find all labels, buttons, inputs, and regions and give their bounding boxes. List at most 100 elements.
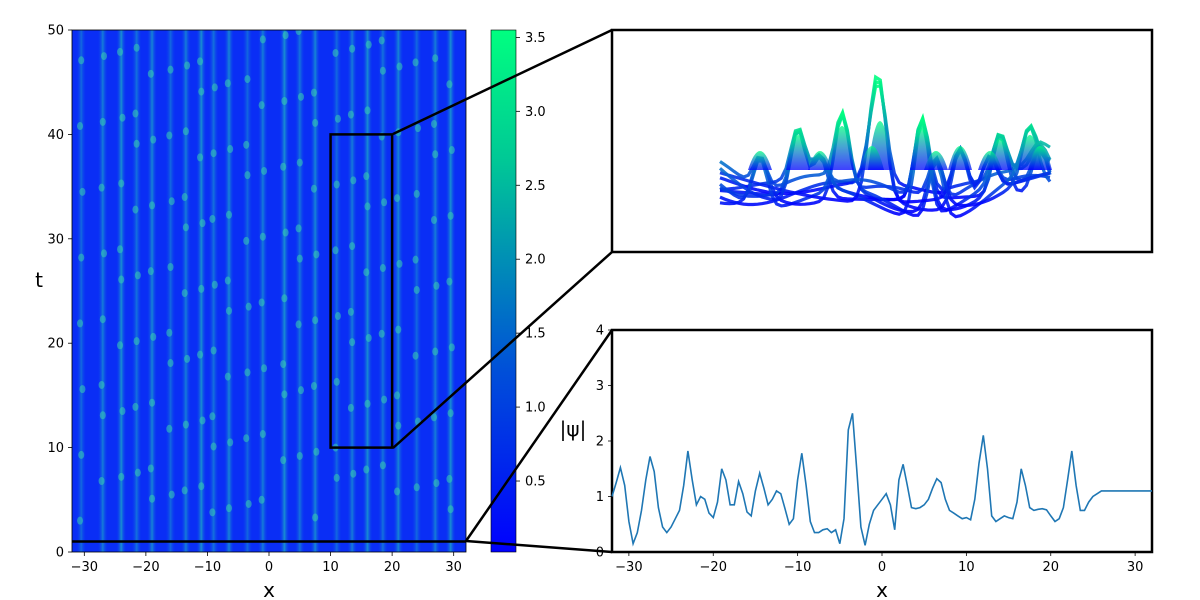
- heatmap-blob: [119, 407, 126, 416]
- colorbar-tick-label: 0.5: [525, 475, 546, 490]
- surface-panel: [610, 28, 1154, 254]
- heatmap-x-ticks: −30 −20 −10 0 10 20 30: [71, 552, 462, 575]
- heatmap-blob: [168, 197, 175, 206]
- heatmap-blob: [313, 447, 320, 456]
- heatmap-streak: [97, 30, 108, 552]
- heatmap-blob: [181, 193, 188, 202]
- heatmap-blob: [413, 189, 420, 198]
- heatmap-blob: [363, 465, 370, 474]
- heatmap-blob: [296, 158, 303, 167]
- heatmap-streak: [347, 30, 358, 552]
- heatmap-streak: [242, 30, 253, 552]
- surface-plot: [718, 74, 1052, 219]
- heatmap-blob: [447, 211, 454, 220]
- heatmap-blob: [295, 30, 302, 36]
- heatmap-blob: [244, 75, 251, 84]
- heatmap-blob: [78, 56, 85, 65]
- line-y-tick-label: 0: [596, 546, 604, 561]
- heatmap-streak: [165, 30, 176, 552]
- colorbar-tick-label: 2.0: [525, 253, 546, 268]
- line-x-tick-label: 30: [1127, 560, 1144, 575]
- heatmap-blob: [447, 409, 454, 418]
- heatmap-blob: [349, 338, 356, 347]
- heatmap-blob: [350, 469, 357, 478]
- heatmap-blob: [210, 442, 217, 451]
- heatmap-streak: [393, 30, 404, 552]
- heatmap-blob: [349, 44, 356, 53]
- heatmap-blob: [296, 451, 303, 460]
- heatmap-blob: [446, 277, 453, 286]
- heatmap-blob: [281, 96, 288, 105]
- line-y-ticks: 0 1 2 3 4: [596, 324, 612, 561]
- colorbar-tick-label: 3.0: [525, 105, 546, 120]
- heatmap-blob: [224, 79, 231, 88]
- heatmap-blob: [280, 456, 287, 465]
- surface-peak: [830, 126, 854, 170]
- heatmap-blob: [378, 329, 385, 338]
- heatmap-blob: [261, 166, 268, 175]
- heatmap-blob: [210, 149, 217, 158]
- heatmap-blob: [448, 343, 455, 352]
- heatmap-blob: [133, 43, 140, 52]
- heatmap-blob: [199, 416, 206, 425]
- heatmap-streak: [362, 30, 373, 552]
- heatmap-blob: [117, 245, 124, 254]
- surface-peak: [924, 151, 948, 170]
- line-plot-frame: [610, 328, 1154, 554]
- heatmap-blob: [280, 162, 287, 171]
- heatmap-blob: [313, 250, 320, 259]
- heatmap-blob: [198, 482, 205, 491]
- heatmap-blob: [118, 179, 125, 188]
- heatmap-blob: [282, 228, 289, 237]
- heatmap-blob: [295, 224, 302, 233]
- heatmap-blob: [211, 83, 218, 92]
- heatmap-blob: [364, 202, 371, 211]
- heatmap-blob: [432, 54, 439, 63]
- surface-ridge: [719, 107, 1052, 214]
- heatmap-blob: [197, 153, 204, 162]
- heatmap-blob: [258, 495, 265, 504]
- heatmap-blob: [210, 346, 217, 355]
- heatmap-blob: [199, 219, 206, 228]
- line-y-tick-label: 3: [596, 379, 604, 394]
- heatmap-blob: [333, 473, 340, 482]
- heatmap-blob: [297, 92, 304, 101]
- heatmap-blob: [166, 131, 173, 140]
- heatmap-blob: [381, 395, 388, 404]
- heatmap-blob: [363, 268, 370, 277]
- heatmap-blob: [448, 146, 455, 155]
- heatmap-blob: [349, 242, 356, 251]
- heatmap-x-tick-label: 10: [322, 560, 339, 575]
- heatmap-blob: [98, 380, 105, 389]
- heatmap-x-tick-label: 20: [384, 560, 401, 575]
- heatmap-blob: [281, 390, 288, 399]
- line-x-axis-label: x: [876, 578, 888, 600]
- heatmap-blob: [412, 58, 419, 67]
- heatmap-blob: [379, 66, 386, 75]
- heatmap-blob: [333, 180, 340, 189]
- heatmap-blob: [334, 114, 341, 123]
- heatmap-blob: [446, 80, 453, 89]
- line-panel: −30 −20 −10 0 10 20 30 0 1 2 3 4 x |ψ|: [560, 324, 1154, 600]
- heatmap-blob: [167, 359, 174, 368]
- line-x-tick-label: −20: [700, 560, 727, 575]
- colorbar-gradient: [490, 29, 517, 553]
- heatmap-y-tick-label: 0: [56, 546, 64, 561]
- heatmap-blob: [197, 350, 204, 359]
- zoom-rectangle: [329, 133, 394, 449]
- heatmap-blob: [350, 176, 357, 185]
- heatmap-blob: [332, 246, 339, 255]
- heatmap-blob: [245, 499, 252, 508]
- heatmap-blob: [310, 184, 317, 193]
- line-x-tick-label: −30: [615, 560, 642, 575]
- heatmap-blob: [133, 139, 140, 148]
- heatmap-x-tick-label: −20: [132, 560, 159, 575]
- heatmap-streak: [430, 30, 441, 552]
- colorbar-tick-label: 1.0: [525, 401, 546, 416]
- surface-peak: [808, 151, 832, 170]
- heatmap-panel: −30 −20 −10 0 10 20 30 0 10 20 30 40 50 x t: [35, 24, 467, 600]
- heatmap-blob: [209, 214, 216, 223]
- heatmap-blob: [77, 516, 84, 525]
- heatmap-y-tick-label: 40: [47, 128, 64, 143]
- line-y-tick-label: 4: [596, 324, 604, 339]
